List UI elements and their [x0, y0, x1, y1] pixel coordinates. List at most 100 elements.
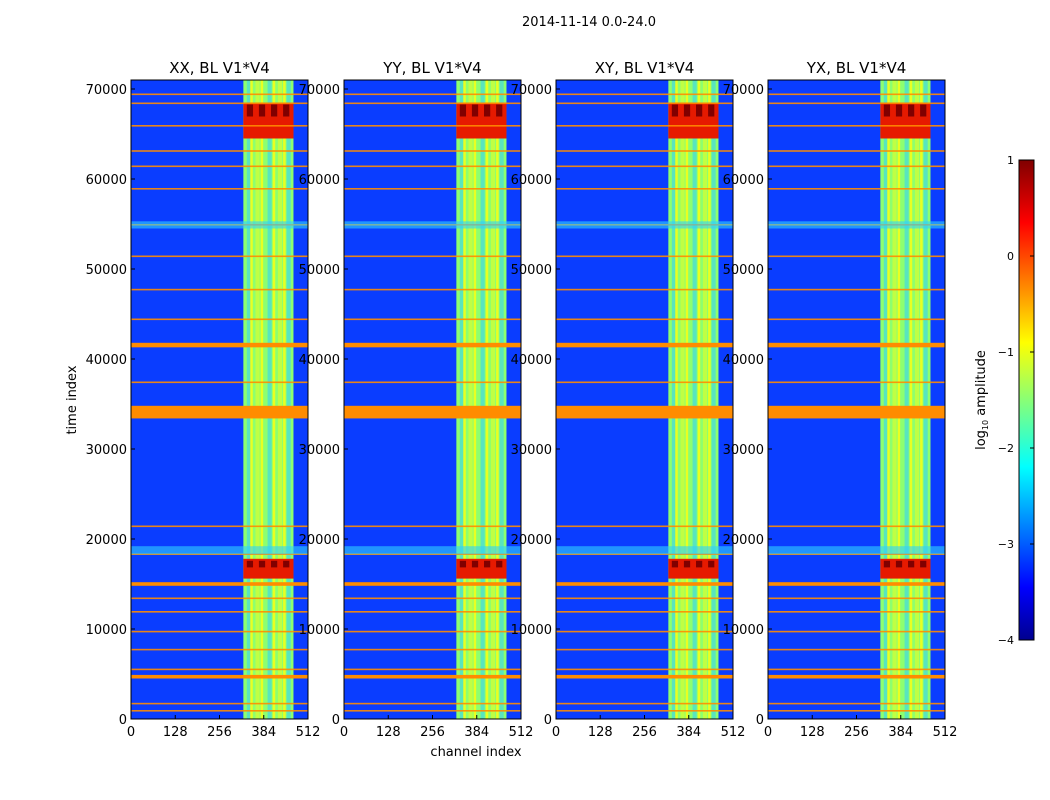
rfi-channel-edge: [473, 80, 477, 719]
strong-rfi-core: [696, 560, 703, 568]
rfi-time-line: [556, 288, 733, 291]
colorbar-label-suffix: amplitude: [974, 350, 989, 420]
rfi-time-line: [344, 102, 521, 105]
rfi-time-line: [768, 165, 945, 168]
rfi-time-line: [556, 710, 733, 712]
rfi-channel-edge: [675, 80, 678, 719]
strong-rfi-block: [668, 558, 719, 579]
rfi-time-line: [131, 288, 308, 291]
y-tick-label: 40000: [723, 353, 764, 368]
strong-rfi-core: [484, 560, 491, 568]
rfi-time-line: [768, 125, 945, 127]
rfi-time-band: [344, 342, 521, 348]
y-tick-label: 50000: [723, 263, 764, 278]
x-tick-label: 128: [376, 725, 401, 740]
rfi-broadband-band: [556, 221, 733, 229]
rfi-broadband-band: [768, 221, 945, 229]
rfi-time-line: [556, 648, 733, 651]
rfi-time-band: [131, 582, 308, 586]
rfi-time-line: [768, 525, 945, 528]
x-axis-label: channel index: [430, 745, 521, 760]
strong-rfi-core: [283, 104, 290, 117]
rfi-time-band: [768, 674, 945, 679]
x-tick-label: 256: [632, 725, 657, 740]
rfi-time-line: [768, 630, 945, 633]
strong-rfi-core: [908, 560, 915, 568]
rfi-time-line: [556, 125, 733, 127]
rfi-channel-stripe: [480, 80, 485, 719]
strong-rfi-core: [246, 104, 254, 117]
rfi-time-line: [556, 150, 733, 152]
y-tick-label: 30000: [511, 443, 552, 458]
rfi-time-line: [768, 648, 945, 651]
rfi-time-line: [556, 611, 733, 613]
y-tick-label: 70000: [511, 83, 552, 98]
strong-rfi-core: [920, 104, 927, 117]
heatmap-panel-2: YY, BL V1*V4 0 128 256 384 512 0 10000 20000 3000…: [299, 59, 534, 740]
x-tick-label: 0: [127, 725, 135, 740]
y-tick-label: 20000: [299, 533, 340, 548]
rfi-time-line: [556, 702, 733, 705]
y-tick-label: 30000: [86, 443, 127, 458]
rfi-channel-stripe: [702, 80, 708, 719]
strong-rfi-core: [496, 560, 503, 568]
x-tick-label: 512: [296, 725, 321, 740]
rfi-broadband-band: [131, 546, 308, 555]
y-tick-label: 60000: [299, 173, 340, 188]
y-tick-label: 20000: [723, 533, 764, 548]
panel-title: YX, BL V1*V4: [806, 59, 907, 77]
y-tick-label: 70000: [299, 83, 340, 98]
rfi-time-band: [131, 342, 308, 348]
strong-rfi-core: [883, 104, 891, 117]
y-tick-label: 30000: [723, 443, 764, 458]
rfi-time-line: [131, 668, 308, 671]
rfi-time-line: [556, 255, 733, 258]
y-tick-label: 50000: [299, 263, 340, 278]
y-tick-label: 70000: [723, 83, 764, 98]
rfi-time-line: [344, 525, 521, 528]
x-tick-label: 0: [764, 725, 772, 740]
strong-rfi-core: [471, 104, 479, 117]
colorbar-tick-label: −1: [998, 346, 1014, 359]
rfi-time-line: [556, 381, 733, 384]
strong-rfi-core: [708, 104, 715, 117]
rfi-time-line: [556, 102, 733, 105]
rfi-channel-stripe: [904, 80, 909, 719]
y-tick-label: 10000: [299, 623, 340, 638]
rfi-time-band: [556, 342, 733, 348]
rfi-time-band: [768, 582, 945, 586]
rfi-channel-stripe: [246, 80, 251, 719]
rfi-time-line: [344, 611, 521, 613]
rfi-time-band: [344, 674, 521, 679]
y-tick-label: 20000: [86, 533, 127, 548]
y-tick-label: 70000: [86, 83, 127, 98]
y-tick-label: 60000: [86, 173, 127, 188]
panel-title: XX, BL V1*V4: [169, 59, 270, 77]
rfi-channel-edge: [283, 80, 286, 719]
rfi-time-line: [768, 150, 945, 152]
rfi-time-line: [344, 188, 521, 190]
strong-rfi-core: [271, 560, 278, 568]
rfi-time-line: [131, 150, 308, 152]
rfi-time-line: [768, 381, 945, 384]
rfi-time-line: [344, 710, 521, 712]
rfi-channel-edge: [260, 80, 264, 719]
heatmap-panel-1: XX, BL V1*V4 0 128 256 384 512 0 10000 20000 3000…: [86, 59, 321, 740]
strong-rfi-core: [683, 560, 691, 568]
strong-rfi-core: [671, 104, 679, 117]
rfi-time-line: [768, 597, 945, 600]
rfi-time-line: [768, 702, 945, 705]
strong-rfi-core: [683, 104, 691, 117]
rfi-time-band: [344, 582, 521, 586]
rfi-time-line: [768, 668, 945, 671]
x-tick-label: 128: [163, 725, 188, 740]
rfi-channel-stripe: [277, 80, 283, 719]
rfi-broadband-band: [768, 546, 945, 555]
rfi-channel-stripe: [692, 80, 697, 719]
rfi-time-line: [131, 525, 308, 528]
y-tick-label: 0: [544, 713, 552, 728]
y-tick-label: 60000: [723, 173, 764, 188]
heatmap-panel-3: XY, BL V1*V4 0 128 256 384 512 0 10000 20000 3000…: [511, 59, 746, 740]
x-tick-label: 0: [552, 725, 560, 740]
strong-rfi-core: [258, 104, 266, 117]
